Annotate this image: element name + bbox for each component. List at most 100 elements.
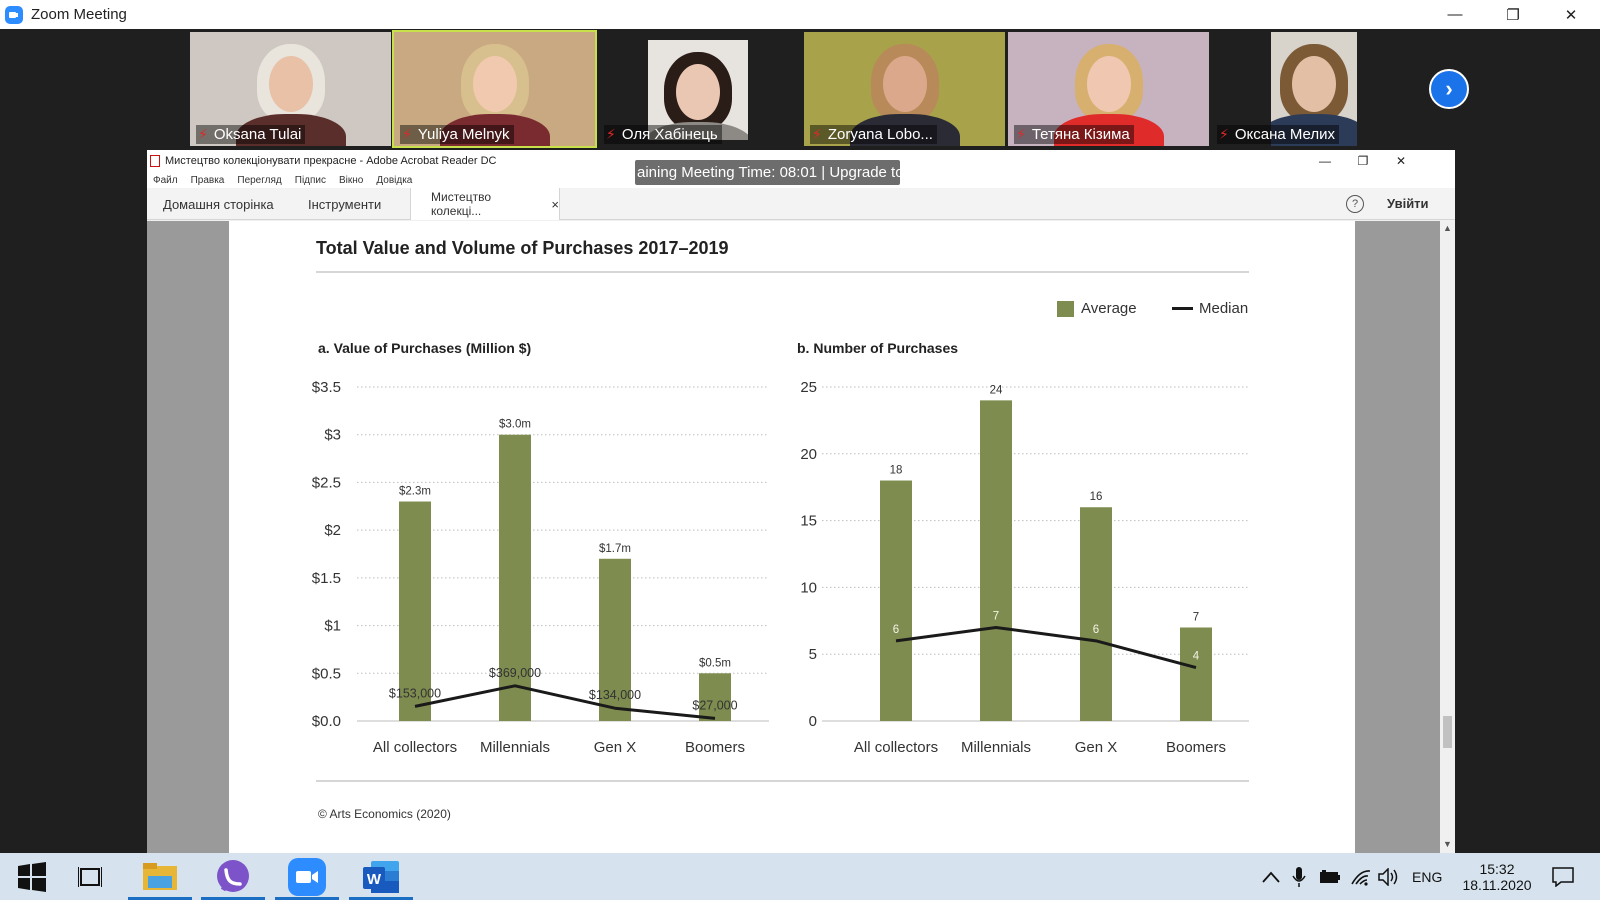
- participant-face: [676, 64, 720, 120]
- menu-item[interactable]: Перегляд: [237, 174, 282, 186]
- y-tick-label: $0.5: [312, 665, 341, 682]
- close-button[interactable]: ✕: [1564, 6, 1578, 24]
- menu-item[interactable]: Вікно: [339, 174, 364, 186]
- bar: [880, 480, 912, 721]
- vertical-scrollbar[interactable]: ▲ ▼: [1440, 221, 1455, 853]
- word-button[interactable]: W: [349, 853, 413, 900]
- file-explorer-button[interactable]: [128, 853, 192, 900]
- volume-tray-button[interactable]: [1378, 853, 1402, 900]
- acrobat-restore-button[interactable]: ❐: [1357, 154, 1369, 168]
- participant-tile[interactable]: ⚡ Yuliya Melnyk: [392, 30, 597, 148]
- participant-body: [1053, 114, 1164, 146]
- zoom-logo-icon: [5, 5, 23, 24]
- participant-face: [1086, 56, 1131, 112]
- acrobat-close-button[interactable]: ✕: [1395, 154, 1407, 168]
- meeting-timer-banner[interactable]: aining Meeting Time: 08:01 | Upgrade to: [635, 160, 900, 185]
- clock-date: 18.11.2020: [1462, 876, 1532, 893]
- participant-tile[interactable]: ⚡ Оля Хабінець: [598, 32, 799, 146]
- tab-home[interactable]: Домашня сторінка: [163, 196, 274, 212]
- zoom-button[interactable]: [275, 853, 339, 900]
- bar-value-label: 18: [890, 465, 903, 477]
- legend-median-swatch: [1172, 307, 1193, 310]
- language-indicator[interactable]: ENG: [1412, 868, 1443, 885]
- y-tick-label: $3: [324, 427, 341, 444]
- median-line: [414, 684, 716, 720]
- median-value-label: 4: [1193, 651, 1200, 663]
- bar-value-label: $2.3m: [399, 486, 431, 498]
- tab-tools[interactable]: Інструменти: [308, 196, 382, 212]
- clock-time: 15:32: [1479, 860, 1515, 877]
- acrobat-title: Мистецтво колекціонувати прекрасне - Ado…: [165, 155, 497, 167]
- legend-median: Median: [1172, 300, 1248, 317]
- muted-mic-icon: ⚡: [198, 126, 208, 142]
- x-tick-label: All collectors: [854, 739, 938, 756]
- y-tick-label: $2.5: [312, 474, 341, 491]
- participant-video: [1271, 32, 1357, 146]
- participant-tile[interactable]: ⚡ Oksana Tulai: [190, 32, 391, 146]
- restore-button[interactable]: ❐: [1506, 6, 1520, 24]
- x-tick-label: Gen X: [1075, 739, 1118, 756]
- tray-overflow-chevron[interactable]: [1262, 853, 1280, 900]
- scroll-thumb[interactable]: [1443, 716, 1452, 748]
- battery-tray-button[interactable]: [1319, 853, 1341, 900]
- x-tick-label: Millennials: [480, 739, 550, 756]
- acrobat-window: Мистецтво колекціонувати прекрасне - Ado…: [147, 150, 1455, 853]
- wifi-icon: [1351, 869, 1371, 886]
- next-page-button[interactable]: ›: [1429, 69, 1469, 109]
- menu-item[interactable]: Правка: [190, 174, 225, 186]
- y-tick-label: 0: [809, 713, 817, 730]
- bar-value-label: 16: [1090, 491, 1103, 503]
- legend-median-label: Median: [1199, 300, 1249, 317]
- tab-document[interactable]: Мистецтво колекці... ×: [410, 188, 560, 220]
- bar-value-label: 7: [1193, 611, 1199, 623]
- minimize-button[interactable]: —: [1447, 6, 1463, 23]
- network-tray-button[interactable]: [1350, 853, 1372, 900]
- median-value-label: 6: [893, 624, 899, 636]
- legend-average: Average: [1057, 300, 1137, 317]
- pdf-file-icon: [150, 155, 160, 167]
- participant-name-bar: ⚡ Тетяна Кізима: [1014, 125, 1134, 144]
- bar-value-label: $0.5m: [699, 657, 731, 669]
- legend-average-swatch: [1057, 300, 1074, 317]
- participant-body: [849, 114, 960, 146]
- speaker-icon: [1378, 867, 1398, 886]
- folder-icon: [143, 862, 177, 890]
- sign-in-button[interactable]: Увійти: [1387, 196, 1429, 211]
- start-button[interactable]: [0, 853, 64, 900]
- participant-face: [472, 56, 517, 112]
- menu-item[interactable]: Файл: [153, 174, 178, 186]
- microphone-icon: [1292, 866, 1306, 887]
- participant-tile[interactable]: ⚡ Zoryana Lobo...: [804, 32, 1005, 146]
- document-area: Total Value and Volume of Purchases 2017…: [147, 221, 1440, 853]
- bar: [499, 434, 531, 721]
- participant-body: [648, 122, 748, 140]
- y-tick-label: $3.5: [312, 379, 341, 396]
- menu-item[interactable]: Підпис: [294, 174, 327, 186]
- median-value-label: $27,000: [692, 698, 737, 712]
- scroll-up-icon[interactable]: ▲: [1443, 223, 1452, 233]
- acrobat-minimize-button[interactable]: —: [1319, 154, 1331, 168]
- microphone-tray-button[interactable]: [1292, 853, 1306, 900]
- help-icon[interactable]: ?: [1346, 195, 1364, 213]
- zoom-title-bar: Zoom Meeting — ❐ ✕: [0, 0, 1600, 29]
- participant-video: [648, 40, 748, 140]
- clock[interactable]: 15:32 18.11.2020: [1460, 853, 1534, 900]
- scroll-down-icon[interactable]: ▼: [1443, 839, 1452, 849]
- participant-tile[interactable]: ⚡ Тетяна Кізима: [1008, 32, 1209, 146]
- participant-name: Zoryana Lobo...: [827, 126, 933, 143]
- menu-item[interactable]: Довідка: [376, 174, 413, 186]
- task-view-button[interactable]: [58, 853, 122, 900]
- viber-button[interactable]: [201, 853, 265, 900]
- participant-video: [1008, 32, 1209, 146]
- notifications-button[interactable]: [1552, 853, 1574, 900]
- battery-icon: [1320, 869, 1340, 883]
- participant-tile[interactable]: ⚡ Оксана Мелих: [1211, 32, 1412, 146]
- viber-icon: [217, 859, 249, 892]
- windows-taskbar: W ENG 15:32 18.11.2020: [0, 853, 1600, 900]
- close-tab-icon[interactable]: ×: [551, 196, 559, 212]
- participant-video: [804, 32, 1005, 146]
- participant-name-bar: ⚡ Оля Хабінець: [604, 125, 722, 144]
- bar-value-label: 24: [990, 384, 1003, 396]
- participant-face: [882, 56, 927, 112]
- y-tick-label: $2: [324, 522, 341, 539]
